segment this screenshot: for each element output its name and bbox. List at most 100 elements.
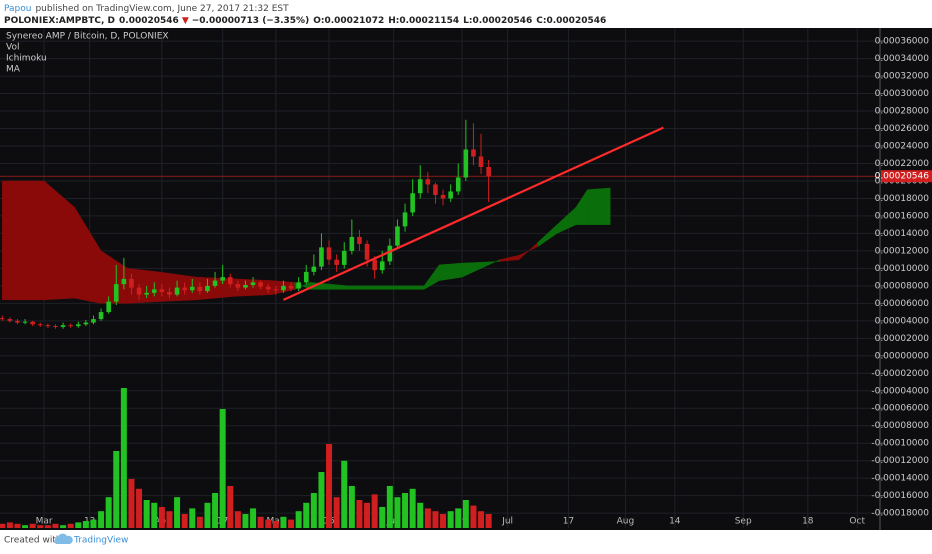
volume-bar [75,522,82,528]
x-tick-label: 14 [669,517,681,527]
volume-bar [318,472,325,528]
author[interactable]: Papou [4,4,31,14]
candle-body [182,287,187,291]
candle-body [113,284,119,302]
y-tick-label: -0.00016000 [871,491,929,501]
volume-bar [67,523,74,528]
arrow: ▼ [182,16,189,26]
volume-bar [82,521,89,528]
volume-bar [181,514,188,528]
candle-body [227,277,233,285]
volume-bar [14,523,21,528]
y-tick-label: 0.00012000 [875,246,930,256]
x-tick-label: Oct [849,517,865,527]
candle-body [288,285,294,289]
candle-body [159,289,165,292]
y-tick-label: 0.00008000 [875,281,930,291]
candle-body [448,191,453,199]
volume-bar [409,488,416,528]
volume-bar [22,525,29,528]
x-tick-label: Sep [735,517,752,527]
volume-bar [227,486,234,528]
volume-bar [333,497,340,528]
volume-bar [257,516,264,528]
volume-bar [280,516,287,528]
candle-body [220,277,225,281]
y-tick-label: 0.00004000 [875,316,930,326]
y-tick-label: -0.00002000 [871,369,929,379]
volume-bar [60,525,67,528]
candle-body [273,289,279,291]
candle-body [121,278,127,285]
y-tick-label: 0.00010000 [875,264,930,274]
candle-body [75,324,81,327]
volume-bar [90,519,97,528]
volume-bar [113,451,120,528]
candle-body [83,322,89,325]
volume-bar [166,511,173,528]
candle-body [53,326,58,328]
candle-body [402,212,408,227]
volume-bar [204,502,211,528]
volume-bar [310,493,317,528]
volume-bar [394,497,401,528]
candle-body [334,259,339,265]
candle-body [167,291,172,295]
candle-body [326,247,332,260]
volume-bar [272,521,279,528]
footer-brand[interactable]: TradingView [73,536,128,546]
y-tick-label: 0.00030000 [875,89,930,99]
y-tick-label: -0.00018000 [871,509,929,519]
candle-body [174,287,180,295]
candle-body [144,292,149,295]
candle-body [410,193,415,213]
y-tick-label: -0.00014000 [871,474,929,484]
y-tick-label: 0.00028000 [875,107,930,117]
volume-bar [0,523,6,528]
candle-body [151,289,157,293]
candle-body [463,149,469,178]
candle-body [91,319,96,323]
y-tick-label: 0.00014000 [875,229,930,239]
volume-bar [295,511,302,528]
candle-body [303,271,309,283]
x-tick-label: Aug [617,517,635,527]
candle-body [311,266,317,272]
trendline [283,126,664,301]
y-tick-label: 0.00024000 [875,142,930,152]
legend-entry: Vol [6,43,19,53]
candle-body [364,243,370,260]
volume-bar [386,486,393,528]
y-tick-label: 0.00036000 [875,37,930,47]
plot: 0.00036000 0.00034000 0.00032000 0.00030000… [0,28,932,528]
volume-bar [136,488,143,528]
candle-body [258,282,263,287]
header-bg [0,0,932,28]
volume-bar [128,479,135,528]
candle-body [379,261,385,271]
last-price-label: 0.00020546 [875,172,930,182]
cloud [2,180,45,301]
header-line: Papou published on TradingView.com, June … [4,4,289,14]
volume-bar [212,493,219,528]
volume-bar [250,508,257,528]
y-tick-label: -0.00012000 [871,456,929,466]
volume-bar [424,508,431,528]
y-tick-label: -0.00010000 [871,439,929,449]
footer-created: Created with [4,536,62,546]
volume-bar [470,505,477,528]
volume-bar [265,519,272,528]
x-tick-label: Jul [501,517,513,527]
candle-body [235,284,241,288]
volume-bar [326,444,333,528]
volume-bar [356,500,363,528]
x-tick-label: Jun [386,517,401,527]
symbol: POLONIEX:AMPBTC, D [4,16,115,26]
x-tick-label: 18 [802,517,814,527]
candle-body [30,321,35,325]
candle-body [98,312,104,320]
candle-body [45,325,51,327]
volume-bar [371,494,378,528]
volume-bar [120,388,127,528]
candle-body [387,245,393,262]
